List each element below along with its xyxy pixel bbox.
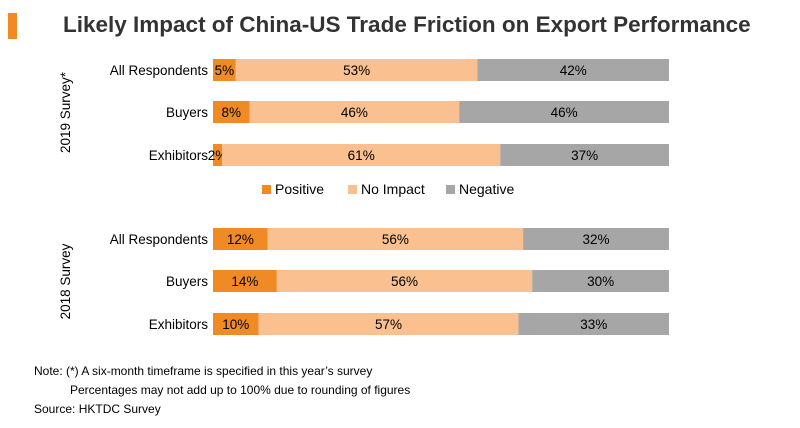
- chart-notes: Note: (*) A six-month timeframe is speci…: [34, 362, 410, 419]
- legend-swatch-negative: [446, 185, 455, 194]
- panel-label-2019-survey: 2019 Survey*: [58, 71, 73, 153]
- data-label-negative: 33%: [580, 317, 607, 332]
- bar-no-impact: [276, 270, 533, 292]
- data-label-positive: 10%: [222, 317, 249, 332]
- data-label-negative: 46%: [551, 105, 578, 120]
- data-label-negative: 32%: [583, 232, 610, 247]
- data-label-negative: 30%: [587, 274, 614, 289]
- bar-positive: [213, 270, 277, 292]
- data-label-positive: 14%: [231, 274, 258, 289]
- bar-negative: [477, 59, 669, 81]
- legend-label-positive: Positive: [275, 181, 324, 197]
- data-label-no-impact: 56%: [391, 274, 418, 289]
- category-label-exhibitors: Exhibitors: [149, 148, 209, 163]
- bar-positive: [213, 144, 223, 166]
- data-label-positive: 8%: [221, 105, 241, 120]
- bar-negative: [500, 144, 669, 166]
- data-label-no-impact: 53%: [343, 63, 370, 78]
- bar-no-impact: [235, 59, 478, 81]
- data-label-no-impact: 46%: [341, 105, 368, 120]
- bar-positive: [213, 59, 236, 81]
- bar-negative: [459, 101, 669, 123]
- bar-positive: [213, 101, 250, 123]
- bar-negative: [523, 228, 669, 250]
- bar-positive: [213, 228, 268, 250]
- bar-positive: [213, 313, 259, 335]
- bar-negative: [532, 270, 669, 292]
- panel-label-2018-survey: 2018 Survey: [58, 243, 73, 319]
- source-note: Source: HKTDC Survey: [34, 402, 161, 416]
- bar-no-impact: [267, 228, 524, 250]
- note-timeframe: Note: (*) A six-month timeframe is speci…: [34, 364, 373, 378]
- data-label-no-impact: 57%: [375, 317, 402, 332]
- data-label-negative: 42%: [560, 63, 587, 78]
- legend-swatch-positive: [262, 185, 271, 194]
- chart-title: Likely Impact of China-US Trade Friction…: [63, 12, 751, 37]
- bar-no-impact: [258, 313, 519, 335]
- data-label-positive: 5%: [215, 63, 235, 78]
- note-rounding: Percentages may not add up to 100% due t…: [70, 383, 411, 397]
- category-label-all-respondents: All Respondents: [110, 63, 209, 78]
- legend-swatch-no-impact: [348, 185, 357, 194]
- legend-label-negative: Negative: [459, 181, 514, 197]
- category-label-buyers: Buyers: [166, 105, 208, 120]
- bar-negative: [518, 313, 669, 335]
- data-label-positive: 12%: [227, 232, 254, 247]
- bar-no-impact: [222, 144, 501, 166]
- bar-no-impact: [249, 101, 460, 123]
- category-label-all-respondents: All Respondents: [110, 232, 209, 247]
- data-label-negative: 37%: [571, 148, 598, 163]
- stacked-bar-chart: 2019 Survey* All Respondents 5% 53% 42% Buyer…: [58, 59, 669, 335]
- legend-label-no-impact: No Impact: [361, 181, 425, 197]
- title-accent-bar: [8, 13, 17, 39]
- data-label-no-impact: 61%: [348, 148, 375, 163]
- category-label-exhibitors: Exhibitors: [149, 317, 209, 332]
- category-label-buyers: Buyers: [166, 274, 208, 289]
- data-label-no-impact: 56%: [382, 232, 409, 247]
